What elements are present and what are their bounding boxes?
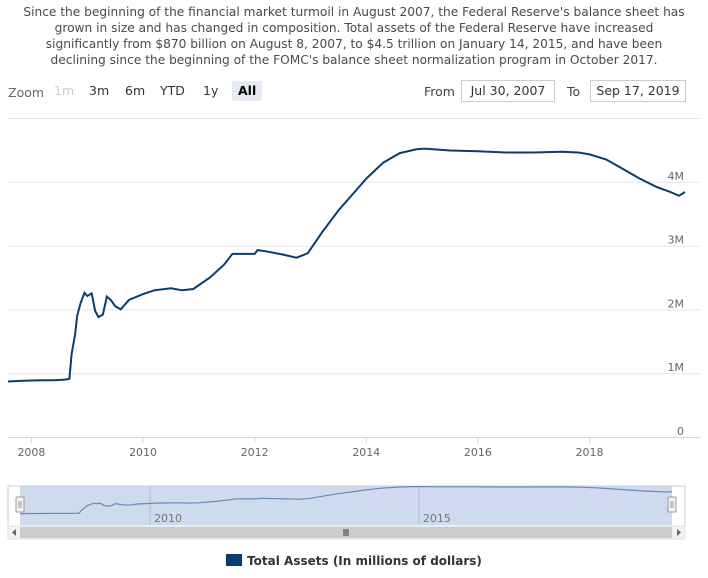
y-tick-label: 1M bbox=[668, 361, 685, 374]
description-line-3: significantly from $870 billion on Augus… bbox=[45, 37, 663, 51]
legend-swatch bbox=[226, 554, 243, 566]
chart-description: Since the beginning of the financial mar… bbox=[0, 4, 708, 68]
legend-label: Total Assets (In millions of dollars) bbox=[247, 554, 482, 568]
navigator-tick-label: 2010 bbox=[154, 512, 182, 525]
description-line-2: grown in size and has changed in composi… bbox=[54, 21, 654, 35]
x-tick-label: 2014 bbox=[352, 446, 380, 459]
legend[interactable]: Total Assets (In millions of dollars) bbox=[0, 554, 708, 568]
x-tick-label: 2016 bbox=[464, 446, 492, 459]
grid-lines bbox=[8, 118, 700, 438]
description-line-1: Since the beginning of the financial mar… bbox=[23, 5, 685, 19]
y-tick-label: 0 bbox=[677, 425, 684, 438]
y-tick-label: 2M bbox=[668, 297, 685, 310]
x-tick-label: 2012 bbox=[241, 446, 269, 459]
x-axis-labels: 2008 2010 2012 2014 2016 2018 bbox=[17, 437, 604, 459]
description-line-4: declining since the beginning of the FOM… bbox=[50, 53, 658, 67]
navigator[interactable]: 2010 2015 bbox=[7, 485, 686, 540]
y-axis-labels: 0 1M 2M 3M 4M bbox=[668, 170, 685, 438]
range-selector: Zoom 1m 3m 6m YTD 1y All From Jul 30, 20… bbox=[0, 80, 708, 104]
navigator-left-handle[interactable] bbox=[15, 496, 25, 513]
navigator-tick-label: 2015 bbox=[423, 512, 451, 525]
y-tick-label: 3M bbox=[668, 234, 685, 247]
x-tick-label: 2018 bbox=[576, 446, 604, 459]
handle-body[interactable] bbox=[15, 496, 25, 513]
zoom-6m-button[interactable]: 6m bbox=[125, 83, 146, 98]
to-label: To bbox=[567, 84, 581, 99]
scroll-right-arrow-icon[interactable] bbox=[677, 529, 681, 536]
zoom-ytd-button[interactable]: YTD bbox=[160, 83, 185, 98]
zoom-3m-button[interactable]: 3m bbox=[89, 83, 110, 98]
navigator-selection[interactable] bbox=[20, 486, 672, 525]
from-date-input[interactable]: Jul 30, 2007 bbox=[461, 80, 555, 102]
x-tick-label: 2008 bbox=[17, 446, 45, 459]
scroll-left-arrow-icon[interactable] bbox=[12, 529, 16, 536]
from-label: From bbox=[424, 84, 455, 99]
x-tick-label: 2010 bbox=[129, 446, 157, 459]
handle-body[interactable] bbox=[667, 496, 677, 513]
navigator-right-handle[interactable] bbox=[667, 496, 677, 513]
zoom-label: Zoom bbox=[8, 85, 45, 100]
y-tick-label: 4M bbox=[668, 170, 685, 183]
zoom-1y-button[interactable]: 1y bbox=[203, 83, 219, 98]
total-assets-line bbox=[7, 147, 686, 383]
navigator-series-line bbox=[19, 486, 673, 515]
zoom-all-button[interactable]: All bbox=[232, 81, 263, 101]
zoom-1m-button[interactable]: 1m bbox=[54, 83, 75, 98]
to-date-input[interactable]: Sep 17, 2019 bbox=[590, 80, 686, 102]
